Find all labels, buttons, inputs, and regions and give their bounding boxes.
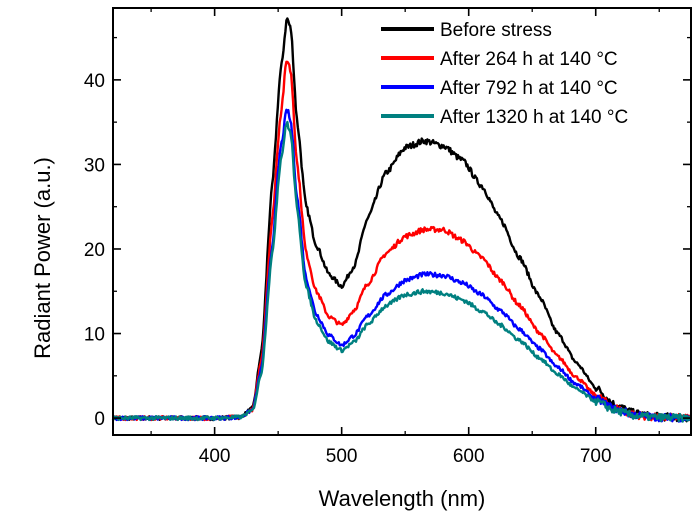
y-tick-label: 30 bbox=[84, 155, 105, 176]
legend: Before stress After 264 h at 140 °C After … bbox=[381, 20, 628, 128]
y-tick-label: 10 bbox=[84, 325, 105, 346]
legend-label-2: After 264 h at 140 °C bbox=[440, 49, 618, 70]
y-tick-label: 40 bbox=[84, 71, 105, 92]
y-tick-label: 20 bbox=[84, 240, 105, 261]
x-axis-title: Wavelength (nm) bbox=[319, 486, 486, 511]
x-tick-label: 600 bbox=[453, 446, 485, 467]
x-tick-label: 400 bbox=[199, 446, 231, 467]
legend-label-1: Before stress bbox=[440, 20, 552, 41]
x-tick-label: 700 bbox=[580, 446, 612, 467]
x-tick-label: 500 bbox=[326, 446, 358, 467]
y-tick-label: 0 bbox=[94, 409, 105, 430]
plot-frame bbox=[112, 7, 692, 436]
axes-layer: 400 500 600 700 0 10 20 30 40 bbox=[84, 7, 692, 467]
series-line-4 bbox=[112, 120, 692, 423]
legend-label-4: After 1320 h at 140 °C bbox=[440, 107, 628, 128]
series-layer bbox=[111, 17, 692, 423]
y-axis-title: Radiant Power (a.u.) bbox=[30, 157, 55, 359]
legend-label-3: After 792 h at 140 °C bbox=[440, 78, 618, 99]
